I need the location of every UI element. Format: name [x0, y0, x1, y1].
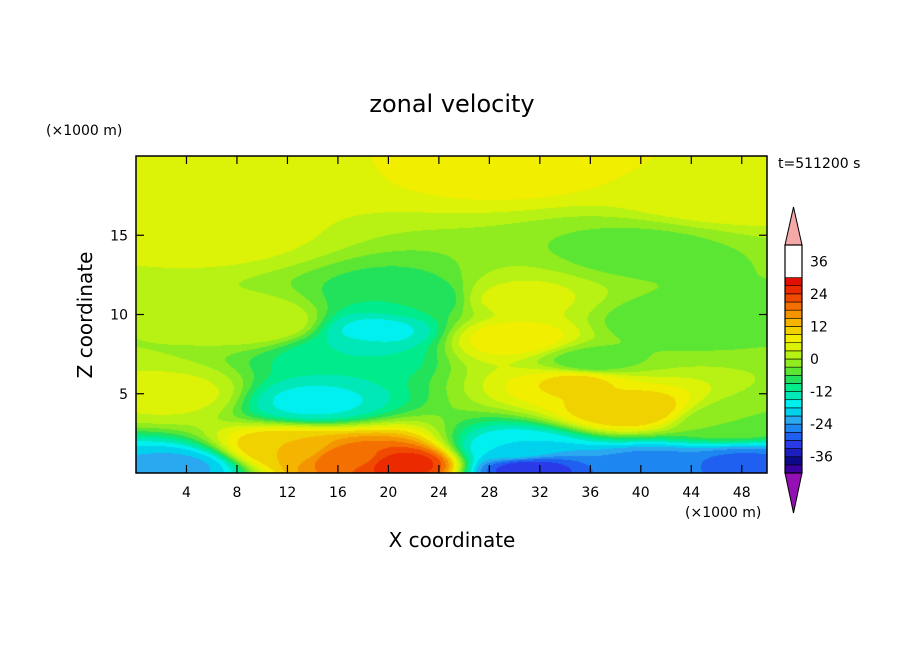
colorbar-swatch [784, 456, 803, 466]
colorbar: 36 24 12 0 -12 -24 -36 [784, 206, 833, 514]
colorbar-swatch [784, 464, 803, 474]
colorbar-swatch [784, 374, 803, 384]
x-tick-label: 12 [279, 485, 297, 501]
y-tick-label: 10 [110, 308, 128, 324]
colorbar-swatch [784, 440, 803, 449]
colorbar-swatch [784, 407, 803, 417]
y-axis-label: Z coordinate [73, 252, 97, 379]
colorbar-swatch [784, 366, 803, 376]
colorbar-swatch [784, 431, 803, 441]
colorbar-tick-label: 12 [810, 319, 828, 335]
x-tick-label: 48 [733, 485, 751, 501]
colorbar-under-triangle [784, 472, 803, 514]
x-axis-label: X coordinate [389, 528, 516, 552]
colorbar-swatch [784, 309, 803, 319]
x-axis-unit: (×1000 m) [685, 505, 761, 521]
colorbar-swatch [784, 391, 803, 401]
colorbar-swatch [784, 342, 803, 352]
colorbar-swatch [784, 285, 803, 295]
x-tick-label: 32 [531, 485, 549, 501]
colorbar-tick-label: -12 [810, 385, 833, 401]
x-tick-label: 8 [232, 485, 241, 501]
colorbar-swatch [784, 423, 803, 433]
plot-area [136, 156, 767, 473]
x-tick-label: 16 [329, 485, 347, 501]
colorbar-frame [784, 244, 803, 474]
colorbar-tick-label: -36 [810, 450, 833, 466]
time-label: t=511200 s [778, 156, 860, 172]
colorbar-swatch [784, 334, 803, 344]
colorbar-swatch [784, 358, 803, 368]
x-tick-label: 28 [480, 485, 498, 501]
colorbar-swatch [784, 301, 803, 311]
colorbar-tick-label: 24 [810, 287, 828, 303]
colorbar-swatch [784, 350, 803, 360]
x-tick-label: 24 [430, 485, 448, 501]
y-tick-label: 5 [119, 387, 128, 403]
y-tick-label: 15 [110, 228, 128, 244]
colorbar-swatch [784, 448, 803, 458]
x-axis-ticks: 4 8 12 16 20 24 28 32 36 40 44 48 [182, 156, 751, 501]
colorbar-swatch [784, 277, 803, 287]
x-tick-label: 20 [379, 485, 397, 501]
x-tick-label: 4 [182, 485, 191, 501]
colorbar-tick-label: 0 [810, 352, 819, 368]
velocity-field [136, 156, 767, 473]
x-tick-label: 40 [632, 485, 650, 501]
colorbar-swatch [784, 415, 803, 425]
colorbar-tick-label: -24 [810, 417, 833, 433]
colorbar-swatch [784, 293, 803, 303]
x-tick-label: 36 [581, 485, 599, 501]
colorbar-swatch [784, 326, 803, 335]
y-axis-ticks: 5 10 15 [110, 228, 767, 403]
colorbar-swatch [784, 383, 803, 392]
colorbar-swatch [784, 399, 803, 409]
chart-title: zonal velocity [369, 90, 534, 118]
colorbar-swatch [784, 317, 803, 327]
y-axis-unit: (×1000 m) [46, 123, 122, 139]
colorbar-over-triangle [784, 206, 803, 246]
x-tick-label: 44 [682, 485, 700, 501]
colorbar-tick-label: 36 [810, 254, 828, 270]
